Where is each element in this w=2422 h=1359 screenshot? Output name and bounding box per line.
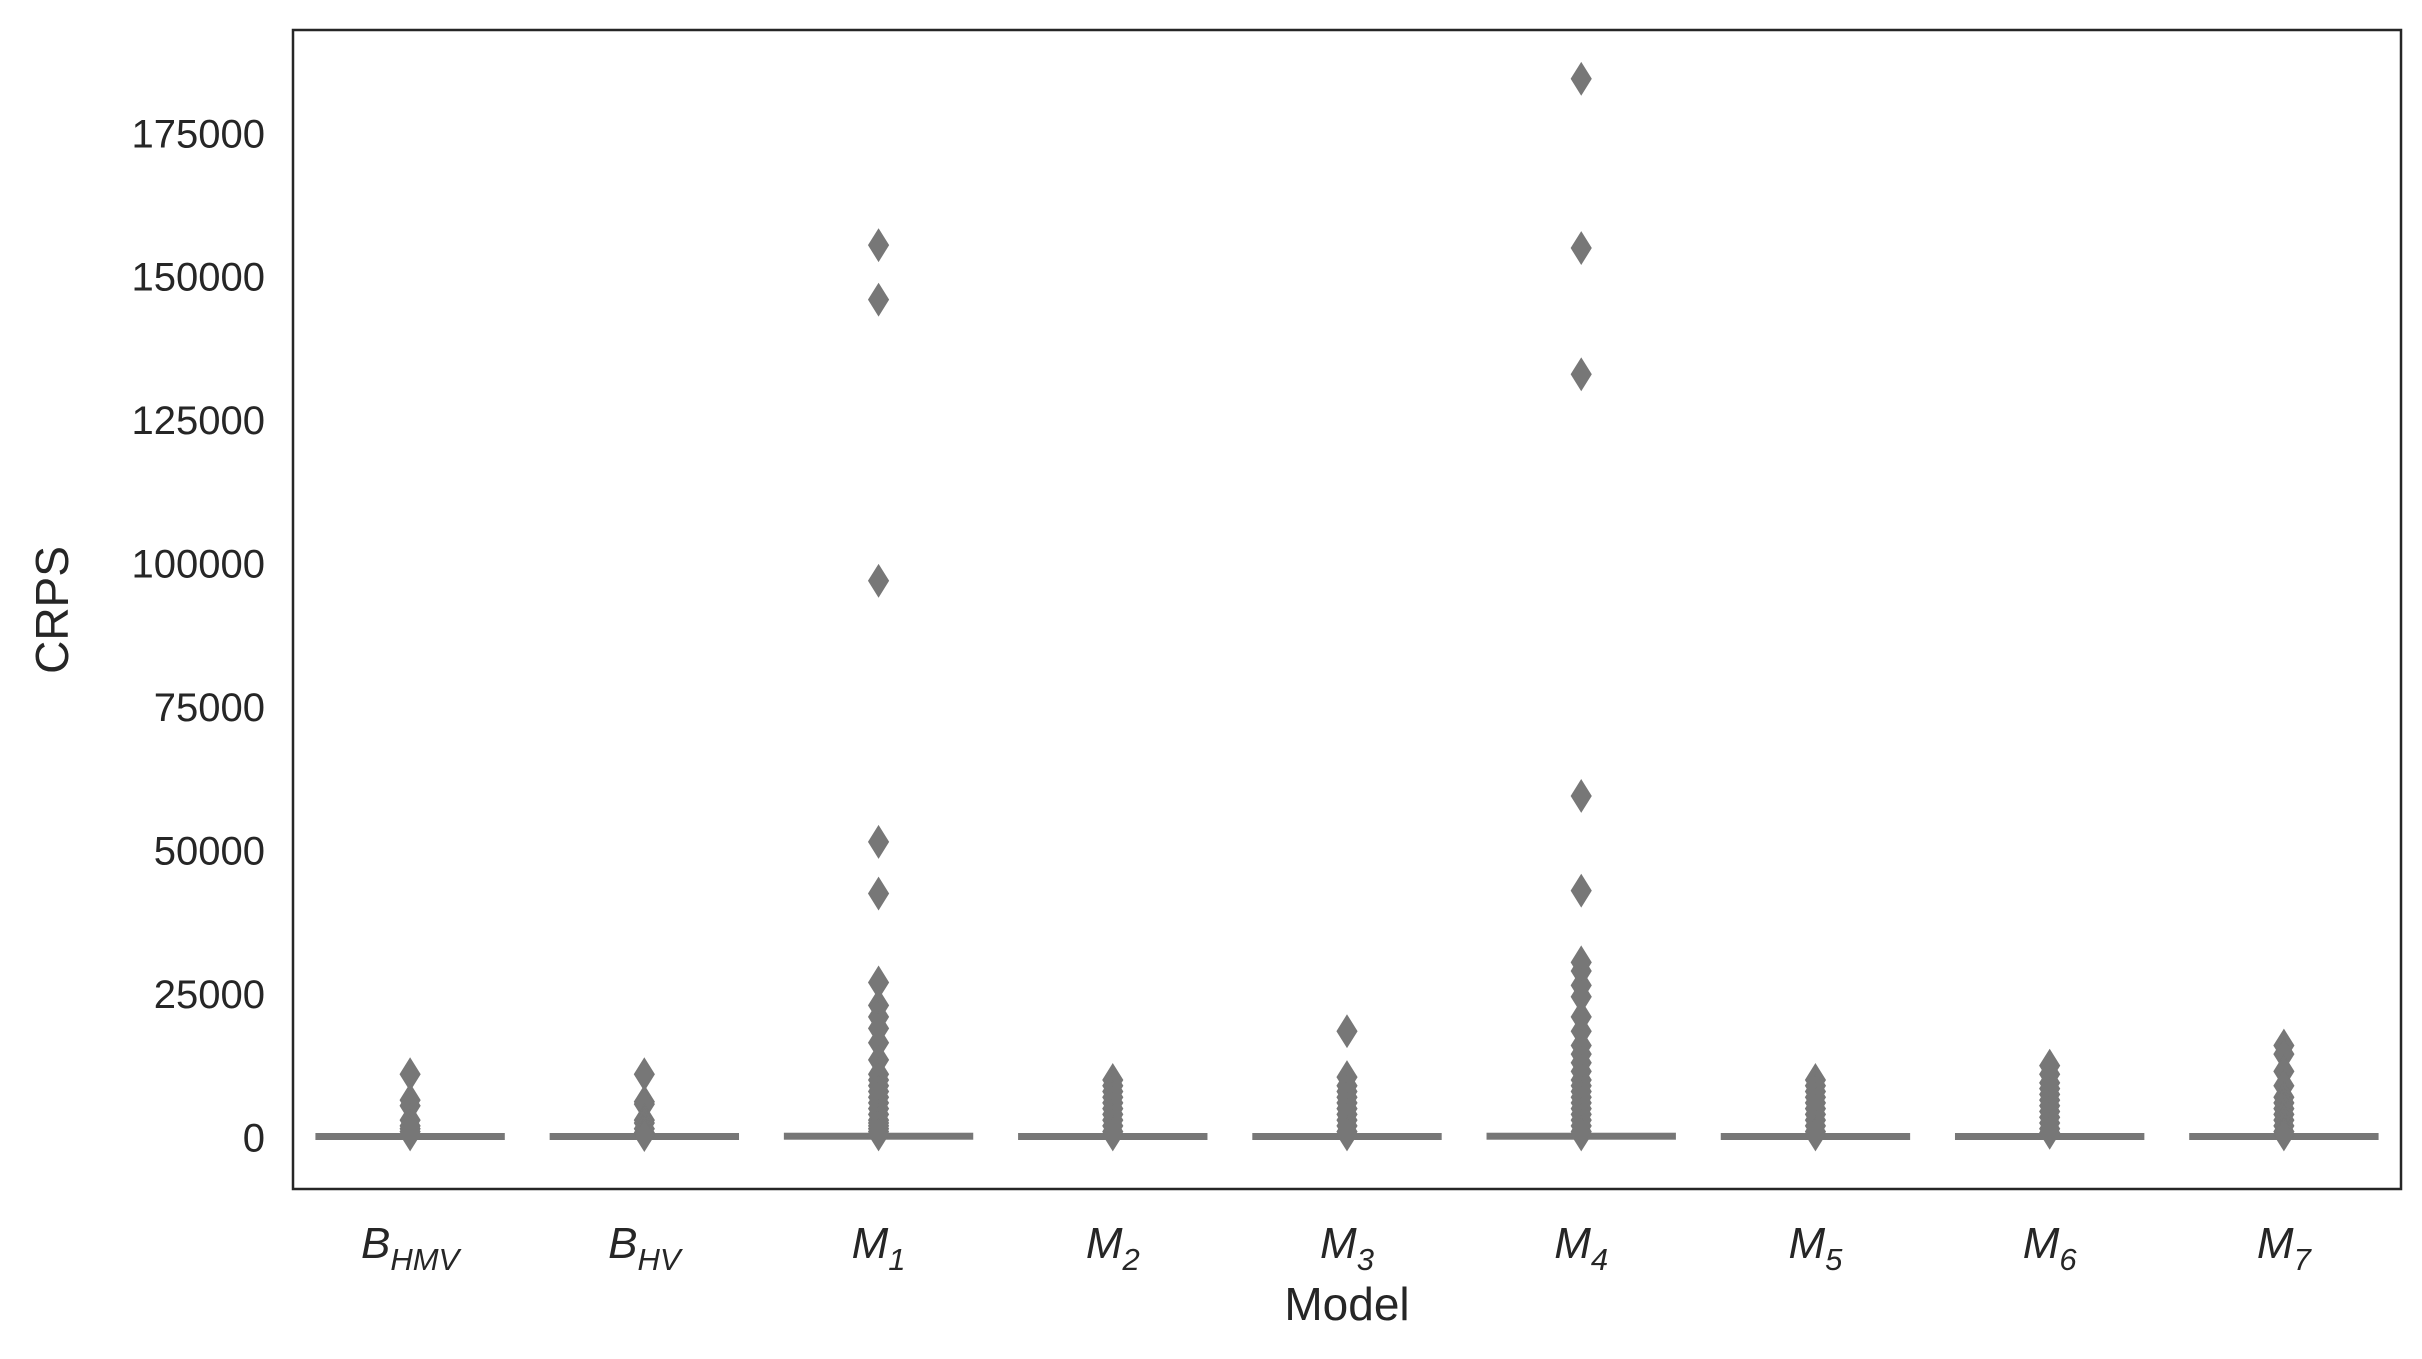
box-group [1720,1063,1911,1152]
y-tick-label: 100000 [132,543,265,587]
x-tick-label: BHMV [361,1219,463,1277]
outlier-point [1102,1117,1124,1152]
outlier-point [867,282,890,317]
y-axis-label: CRPS [26,546,78,674]
outlier-point [1570,1117,1592,1152]
box-group [2189,1028,2379,1152]
box-group [1252,1014,1442,1152]
plot-marks [315,61,2379,1153]
outlier-point [867,1117,890,1152]
outlier-point [867,876,890,911]
box-group [549,1057,740,1153]
y-tick-label: 125000 [132,399,265,443]
outlier-point [1570,779,1592,813]
box-group [1954,1048,2145,1150]
outlier-point [1336,1014,1358,1049]
y-tick-label: 0 [243,1116,265,1160]
x-tick-label: BHV [608,1219,684,1277]
outlier-point [867,824,890,859]
outlier-point [1570,357,1592,392]
y-tick-label: 25000 [154,973,265,1017]
outlier-point [867,228,890,263]
y-tick-label: 50000 [154,829,265,873]
outlier-point [1570,231,1592,265]
x-tick-label: M4 [1554,1219,1608,1277]
x-axis-label: Model [1284,1278,1409,1330]
x-tick-label: M7 [2257,1219,2313,1277]
box-group [783,228,974,1152]
outlier-point [1804,1117,1827,1152]
x-tick-label: M5 [1788,1219,1843,1277]
plot-frame [291,28,2403,1191]
outlier-point [2273,1117,2295,1152]
y-tick-label: 75000 [154,686,265,730]
x-tick-label: M6 [2023,1219,2078,1277]
box-group [1018,1063,1208,1152]
x-tick-label: M3 [1320,1219,1374,1277]
outlier-point [1336,1117,1358,1152]
y-axis-ticks: 0 25000 50000 75000 100000 125000 150000 175000 [132,112,265,1160]
outlier-point [633,1118,655,1153]
outlier-point [2039,1115,2061,1150]
x-axis-ticks: BHMV BHV M1 M2 M3 M4 M5 M6 M7 [361,1219,2313,1277]
x-tick-label: M2 [1086,1219,1140,1277]
box-group [315,1057,505,1152]
outlier-point [867,563,890,598]
box-group [1486,61,1676,1152]
x-tick-label: M1 [852,1219,906,1277]
y-tick-label: 175000 [132,112,265,156]
y-tick-label: 150000 [132,256,265,300]
outlier-point [399,1117,421,1152]
outlier-point [1570,873,1592,908]
outlier-point [1570,61,1592,96]
